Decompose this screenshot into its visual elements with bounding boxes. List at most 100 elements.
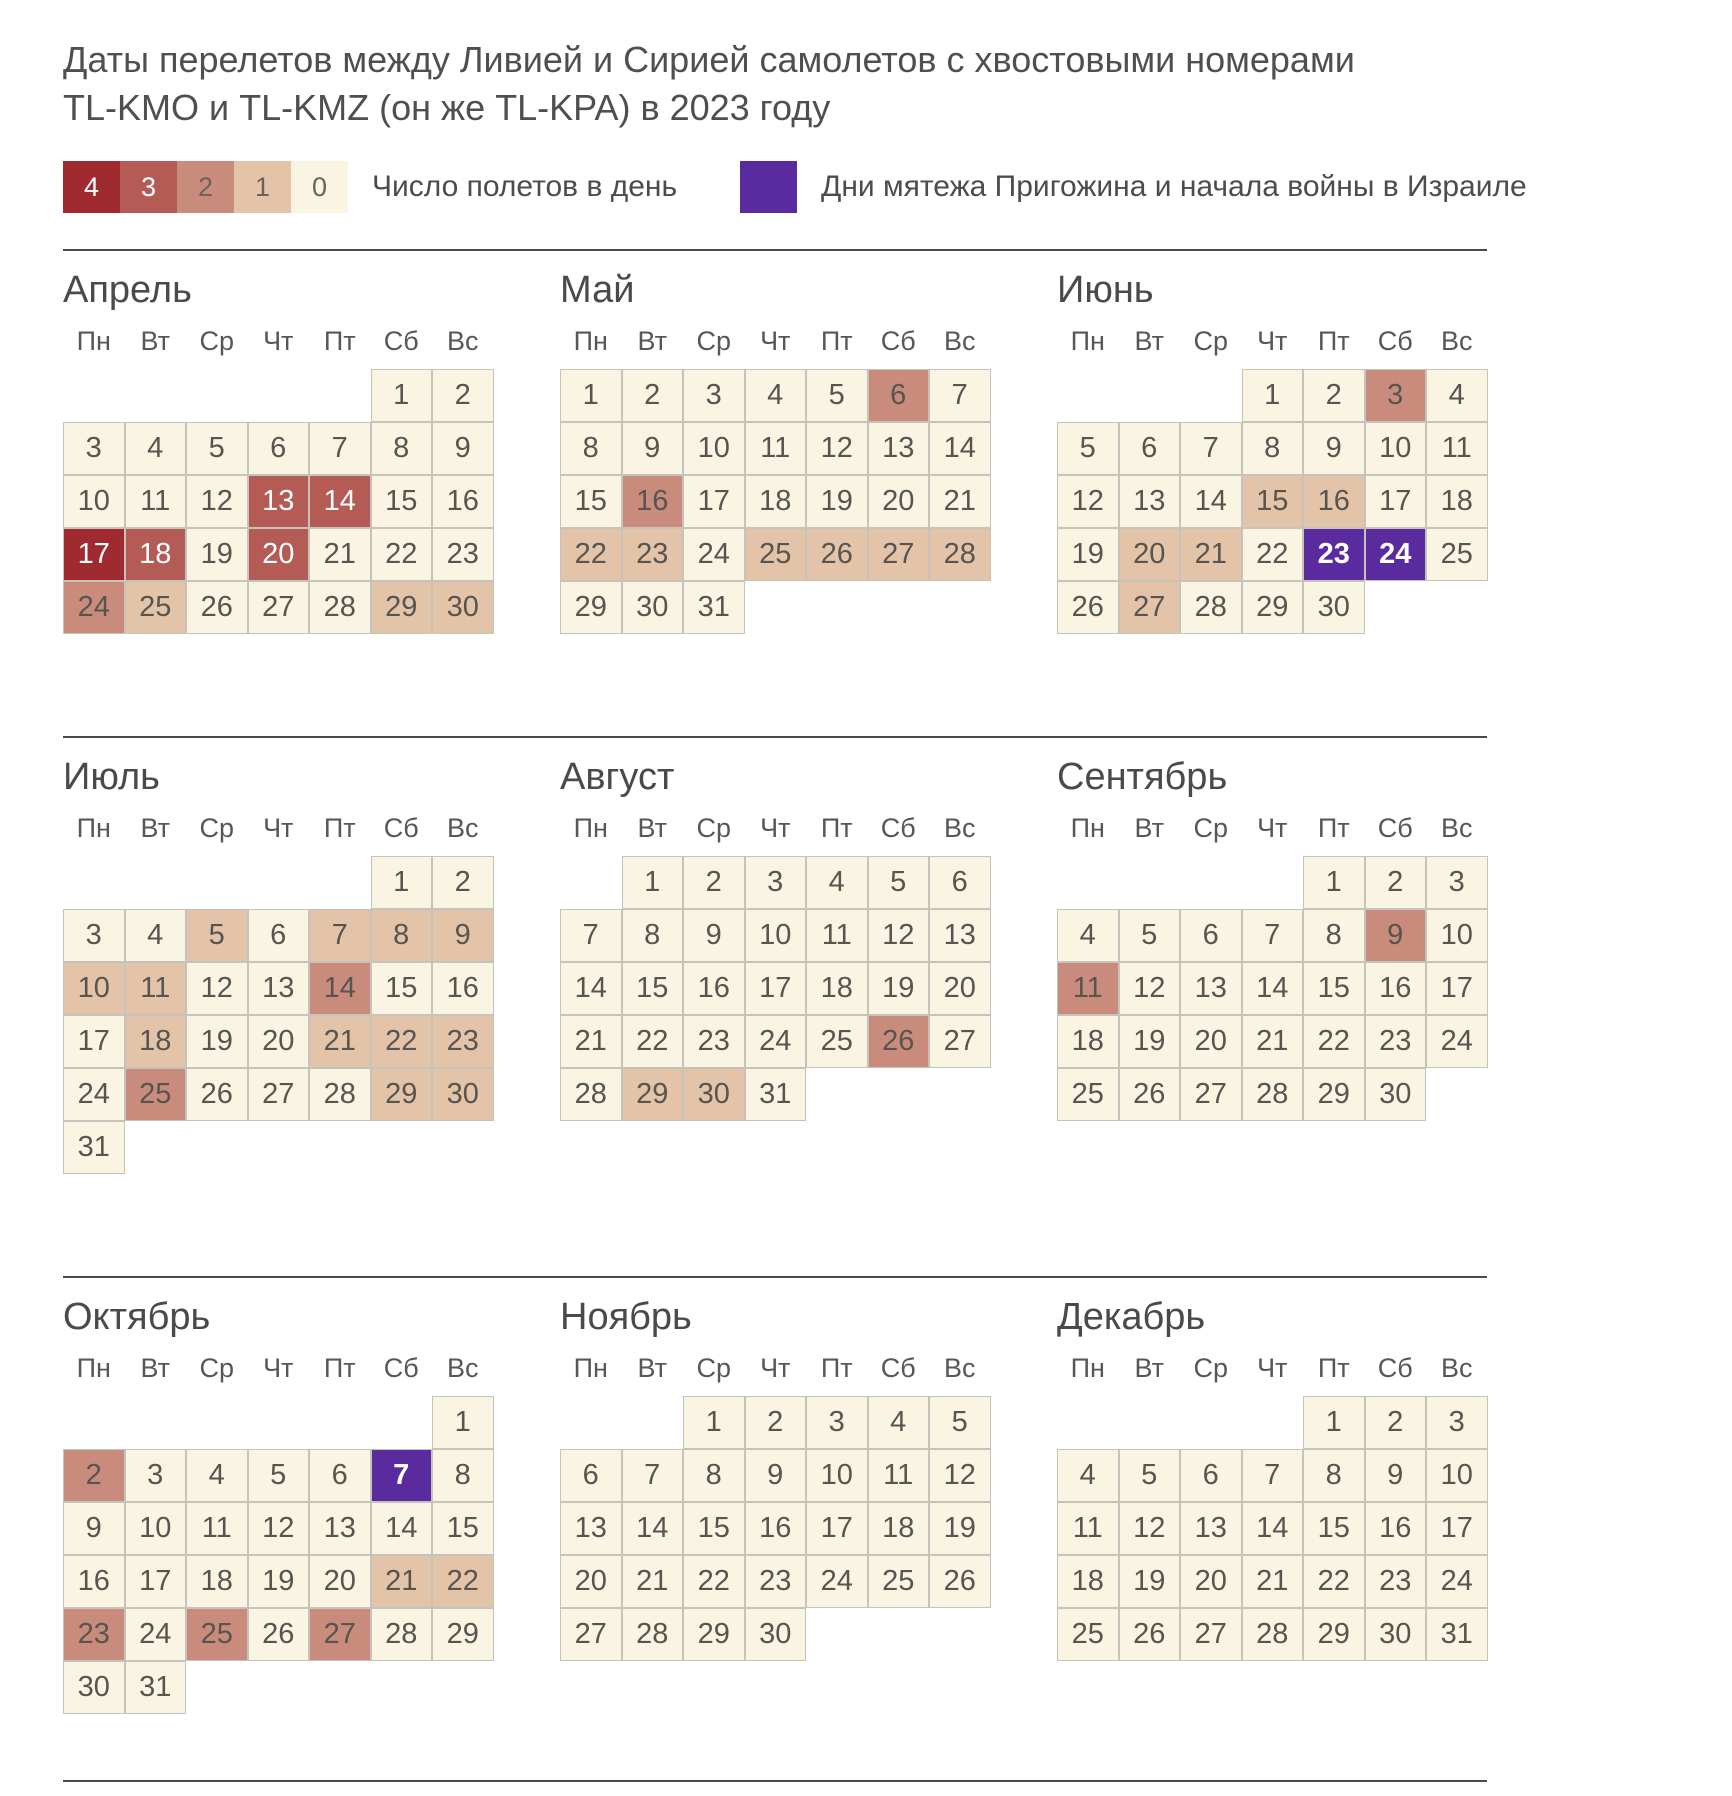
- day-cell: 3: [63, 422, 125, 476]
- legend-swatch-3: 3: [120, 161, 177, 214]
- day-cell: 4: [1057, 909, 1119, 963]
- day-cell: 16: [1364, 1502, 1426, 1556]
- day-cell: 8: [1303, 909, 1365, 963]
- day-cell: 26: [186, 1068, 248, 1122]
- day-cell: 19: [1057, 528, 1119, 582]
- day-cell: 12: [186, 962, 248, 1016]
- day-cell: 6: [309, 1449, 371, 1503]
- day-cell: 17: [63, 528, 125, 582]
- day-cell: 23: [621, 528, 683, 582]
- weekday-label: Вс: [1440, 813, 1473, 844]
- month-title: Декабрь: [1057, 1296, 1206, 1339]
- month-grid: 1 2 3 4 5 6 7 8 9 10 11 12 13 14 15 16 17 18 19 20 21 22 23 24 2…: [63, 856, 494, 1175]
- month-title: Май: [560, 269, 635, 312]
- legend-swatch-0: 0: [291, 161, 348, 214]
- weekday-label: Сб: [1377, 326, 1413, 357]
- day-cell: 14: [1241, 962, 1303, 1016]
- day-cell: 10: [124, 1502, 186, 1556]
- day-cell: 7: [370, 1449, 432, 1503]
- weekday-label: Вт: [1134, 326, 1164, 357]
- separator-line: [63, 1276, 1487, 1279]
- day-cell: 14: [560, 962, 622, 1016]
- day-cell: 27: [1180, 1608, 1242, 1662]
- weekday-label: Чт: [1257, 326, 1288, 357]
- day-cell: 20: [1180, 1015, 1242, 1069]
- day-cell: 17: [683, 475, 745, 529]
- day-cell: 13: [929, 909, 991, 963]
- day-cell: 28: [1241, 1608, 1303, 1662]
- weekday-header: Пн Вт Ср Чт Пт Сб Вс: [1057, 316, 1488, 369]
- month-title: Июль: [63, 756, 160, 799]
- weekday-label: Вс: [943, 1353, 976, 1384]
- day-cell: 21: [929, 475, 991, 529]
- day-cell: 18: [1057, 1555, 1119, 1609]
- weekday-label: Чт: [1257, 1353, 1288, 1384]
- weekday-header: Пн Вт Ср Чт Пт Сб Вс: [1057, 1343, 1488, 1396]
- day-cell: 8: [560, 422, 622, 476]
- day-cell: 16: [1303, 475, 1365, 529]
- day-cell: 8: [1241, 422, 1303, 476]
- day-cell: 25: [1057, 1608, 1119, 1662]
- day-cell: 14: [370, 1502, 432, 1556]
- weekday-label: Сб: [1377, 1353, 1413, 1384]
- day-cell: 18: [806, 962, 868, 1016]
- weekday-label: Пт: [820, 1353, 853, 1384]
- day-cell: 31: [683, 581, 745, 635]
- day-cell: 17: [806, 1502, 868, 1556]
- day-cell: 22: [683, 1555, 745, 1609]
- month-grid: 1 2 3 4 5 6 7 8 9 10 11 12 13 14 15 16 17 18 19 20 21 22 23 24 2…: [63, 369, 494, 635]
- day-cell: 6: [1118, 422, 1180, 476]
- day-cell: 15: [621, 962, 683, 1016]
- day-cell: 21: [560, 1015, 622, 1069]
- day-cell: 22: [432, 1555, 494, 1609]
- weekday-label: Пн: [573, 1353, 608, 1384]
- day-cell: 30: [1364, 1068, 1426, 1122]
- day-cell: 16: [1364, 962, 1426, 1016]
- month-Октябрь: Октябрь Пн Вт Ср Чт Пт Сб Вс 1 2 3 4 5 6 7 8 9 10 11 12 13 14…: [63, 1288, 494, 1715]
- day-cell: 19: [247, 1555, 309, 1609]
- day-cell: 15: [683, 1502, 745, 1556]
- day-cell: 30: [432, 581, 494, 635]
- day-cell: 5: [186, 422, 248, 476]
- day-cell: 6: [560, 1449, 622, 1503]
- month-Сентябрь: Сентябрь Пн Вт Ср Чт Пт Сб Вс 1 2 3 4 5 6 7 8 9 10 11 12 13 1…: [1057, 748, 1488, 1174]
- weekday-header: Пн Вт Ср Чт Пт Сб Вс: [63, 1343, 494, 1396]
- day-cell: 2: [744, 1396, 806, 1450]
- day-cell: 25: [186, 1608, 248, 1662]
- day-cell: 9: [621, 422, 683, 476]
- day-cell: 26: [929, 1555, 991, 1609]
- month-grid: 1 2 3 4 5 6 7 8 9 10 11 12 13 14 15 16 17 18 19 20 21 22 23 24 2…: [1057, 369, 1488, 635]
- day-cell: 15: [1303, 1502, 1365, 1556]
- day-cell: 2: [1364, 1396, 1426, 1450]
- day-cell: 17: [1426, 962, 1488, 1016]
- day-cell: 19: [806, 475, 868, 529]
- day-cell: 12: [929, 1449, 991, 1503]
- weekday-label: Пт: [323, 326, 356, 357]
- day-cell: 8: [370, 422, 432, 476]
- day-cell: 16: [683, 962, 745, 1016]
- day-cell: 20: [560, 1555, 622, 1609]
- day-cell: 26: [1118, 1608, 1180, 1662]
- weekday-label: Сб: [880, 813, 916, 844]
- weekday-header: Пн Вт Ср Чт Пт Сб Вс: [560, 316, 991, 369]
- day-cell: 2: [63, 1449, 125, 1503]
- weekday-label: Вс: [446, 813, 479, 844]
- day-cell: 11: [806, 909, 868, 963]
- day-cell: 1: [432, 1396, 494, 1450]
- day-cell: 17: [124, 1555, 186, 1609]
- day-cell: 26: [1057, 581, 1119, 635]
- day-cell: 30: [63, 1661, 125, 1715]
- day-cell: 9: [1364, 909, 1426, 963]
- day-cell: 24: [124, 1608, 186, 1662]
- day-cell: 13: [247, 475, 309, 529]
- weekday-label: Пн: [76, 326, 111, 357]
- day-cell: 4: [744, 369, 806, 423]
- day-cell: 21: [621, 1555, 683, 1609]
- day-cell: 9: [432, 422, 494, 476]
- weekday-label: Пт: [323, 1353, 356, 1384]
- day-cell: 16: [63, 1555, 125, 1609]
- month-Ноябрь: Ноябрь Пн Вт Ср Чт Пт Сб Вс 1 2 3 4 5 6 7 8 9 10 11 12 13 14 1…: [560, 1288, 991, 1714]
- day-cell: 9: [683, 909, 745, 963]
- day-cell: 24: [1364, 528, 1426, 582]
- weekday-label: Чт: [760, 813, 791, 844]
